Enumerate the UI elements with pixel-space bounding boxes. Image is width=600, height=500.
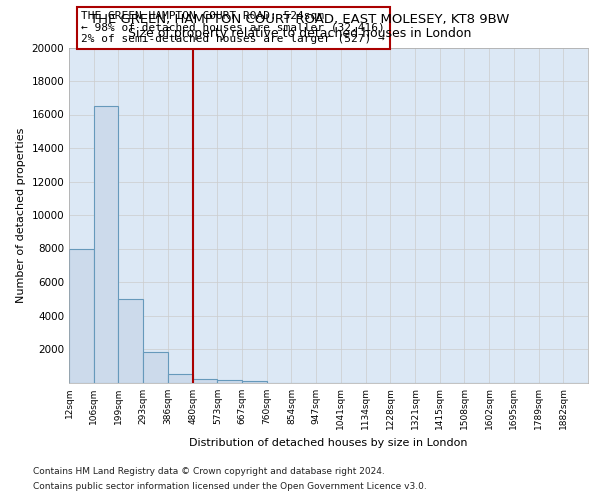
Text: Contains public sector information licensed under the Open Government Licence v3: Contains public sector information licen… <box>33 482 427 491</box>
Bar <box>217 380 242 382</box>
Text: THE GREEN, HAMPTON COURT ROAD, EAST MOLESEY, KT8 9BW: THE GREEN, HAMPTON COURT ROAD, EAST MOLE… <box>91 12 509 26</box>
Text: Size of property relative to detached houses in London: Size of property relative to detached ho… <box>128 28 472 40</box>
Text: THE GREEN HAMPTON COURT ROAD: 524sqm
← 98% of detached houses are smaller (32,41: THE GREEN HAMPTON COURT ROAD: 524sqm ← 9… <box>82 11 385 44</box>
Bar <box>143 352 168 382</box>
Y-axis label: Number of detached properties: Number of detached properties <box>16 128 26 302</box>
Bar <box>118 298 143 382</box>
Bar <box>168 374 193 382</box>
Bar <box>69 248 94 382</box>
X-axis label: Distribution of detached houses by size in London: Distribution of detached houses by size … <box>189 438 468 448</box>
Bar <box>242 381 267 382</box>
Bar <box>193 379 217 382</box>
Bar <box>94 106 118 382</box>
Text: Contains HM Land Registry data © Crown copyright and database right 2024.: Contains HM Land Registry data © Crown c… <box>33 467 385 476</box>
